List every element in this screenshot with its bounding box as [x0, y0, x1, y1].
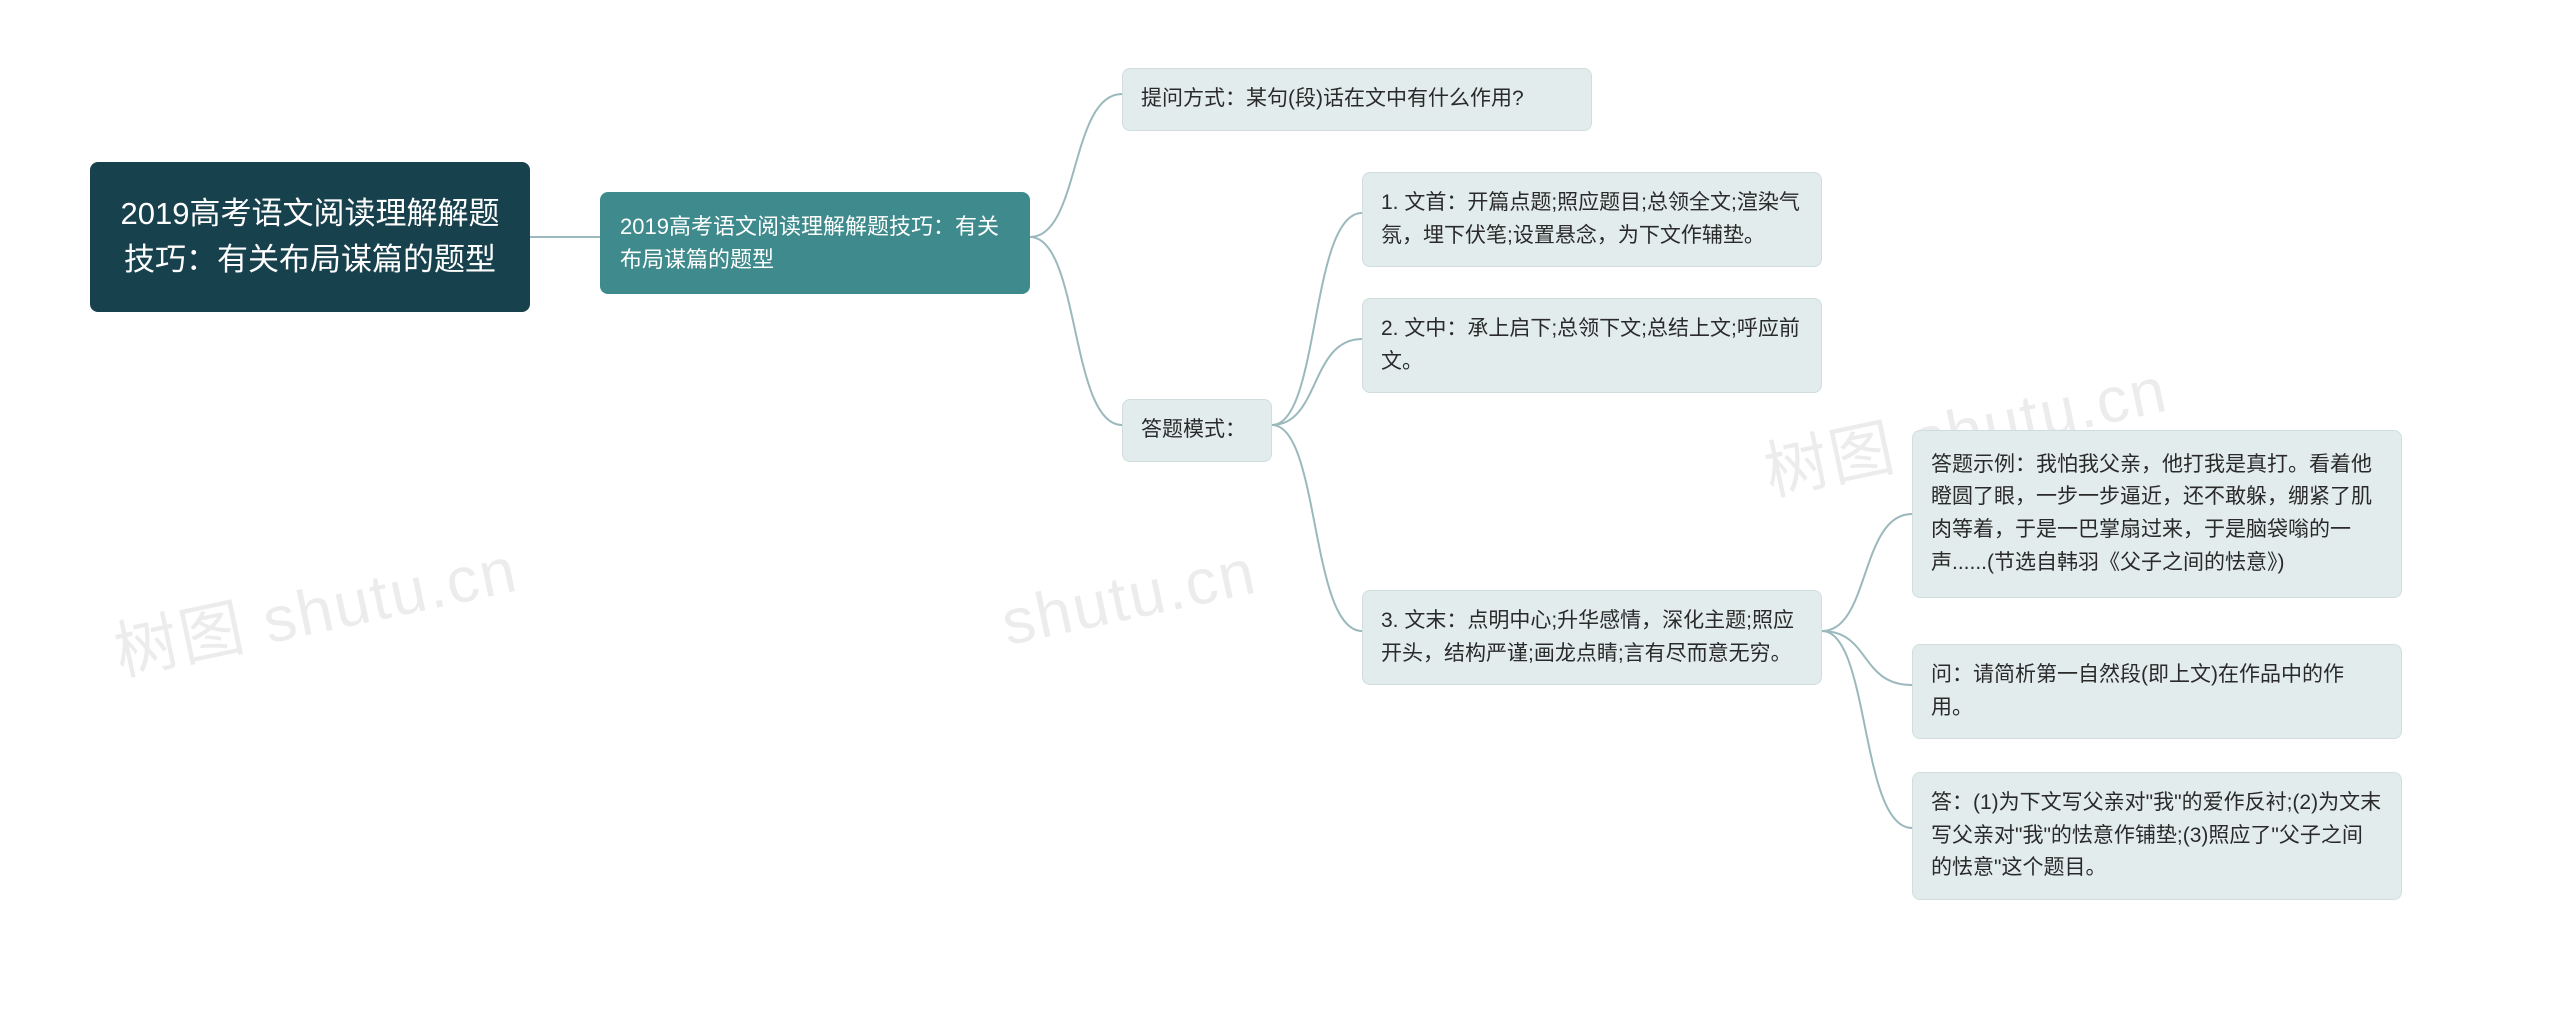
branch-question-mode: 提问方式：某句(段)话在文中有什么作用?	[1122, 68, 1592, 131]
root-node: 2019高考语文阅读理解解题技巧：有关布局谋篇的题型	[90, 162, 530, 312]
watermark-1: 树图 shutu.cn	[105, 518, 525, 693]
branch-answer-mode: 答题模式：	[1122, 399, 1272, 462]
answer-item-2-text: 2. 文中：承上启下;总领下文;总结上文;呼应前文。	[1381, 313, 1803, 378]
example-question-text: 问：请简析第一自然段(即上文)在作品中的作用。	[1931, 659, 2383, 724]
branch-b-label: 答题模式：	[1141, 414, 1246, 447]
answer-item-2: 2. 文中：承上启下;总领下文;总结上文;呼应前文。	[1362, 298, 1822, 393]
answer-item-3: 3. 文末：点明中心;升华感情，深化主题;照应开头，结构严谨;画龙点睛;言有尽而…	[1362, 590, 1822, 685]
example-passage: 答题示例：我怕我父亲，他打我是真打。看着他瞪圆了眼，一步一步逼近，还不敢躲，绷紧…	[1912, 430, 2402, 598]
example-question: 问：请简析第一自然段(即上文)在作品中的作用。	[1912, 644, 2402, 739]
watermark-2: shutu.cn	[995, 534, 1263, 660]
answer-item-3-text: 3. 文末：点明中心;升华感情，深化主题;照应开头，结构严谨;画龙点睛;言有尽而…	[1381, 605, 1803, 670]
branch-a-text: 提问方式：某句(段)话在文中有什么作用?	[1141, 83, 1524, 116]
example-answer-text: 答：(1)为下文写父亲对"我"的爱作反衬;(2)为文末写父亲对"我"的怯意作铺垫…	[1931, 787, 2383, 885]
example-passage-text: 答题示例：我怕我父亲，他打我是真打。看着他瞪圆了眼，一步一步逼近，还不敢躲，绷紧…	[1931, 449, 2383, 579]
answer-item-1: 1. 文首：开篇点题;照应题目;总领全文;渲染气氛，埋下伏笔;设置悬念，为下文作…	[1362, 172, 1822, 267]
example-answer: 答：(1)为下文写父亲对"我"的爱作反衬;(2)为文末写父亲对"我"的怯意作铺垫…	[1912, 772, 2402, 900]
level1-node: 2019高考语文阅读理解解题技巧：有关布局谋篇的题型	[600, 192, 1030, 294]
answer-item-1-text: 1. 文首：开篇点题;照应题目;总领全文;渲染气氛，埋下伏笔;设置悬念，为下文作…	[1381, 187, 1803, 252]
root-title: 2019高考语文阅读理解解题技巧：有关布局谋篇的题型	[120, 191, 500, 284]
level1-title: 2019高考语文阅读理解解题技巧：有关布局谋篇的题型	[620, 210, 1010, 276]
